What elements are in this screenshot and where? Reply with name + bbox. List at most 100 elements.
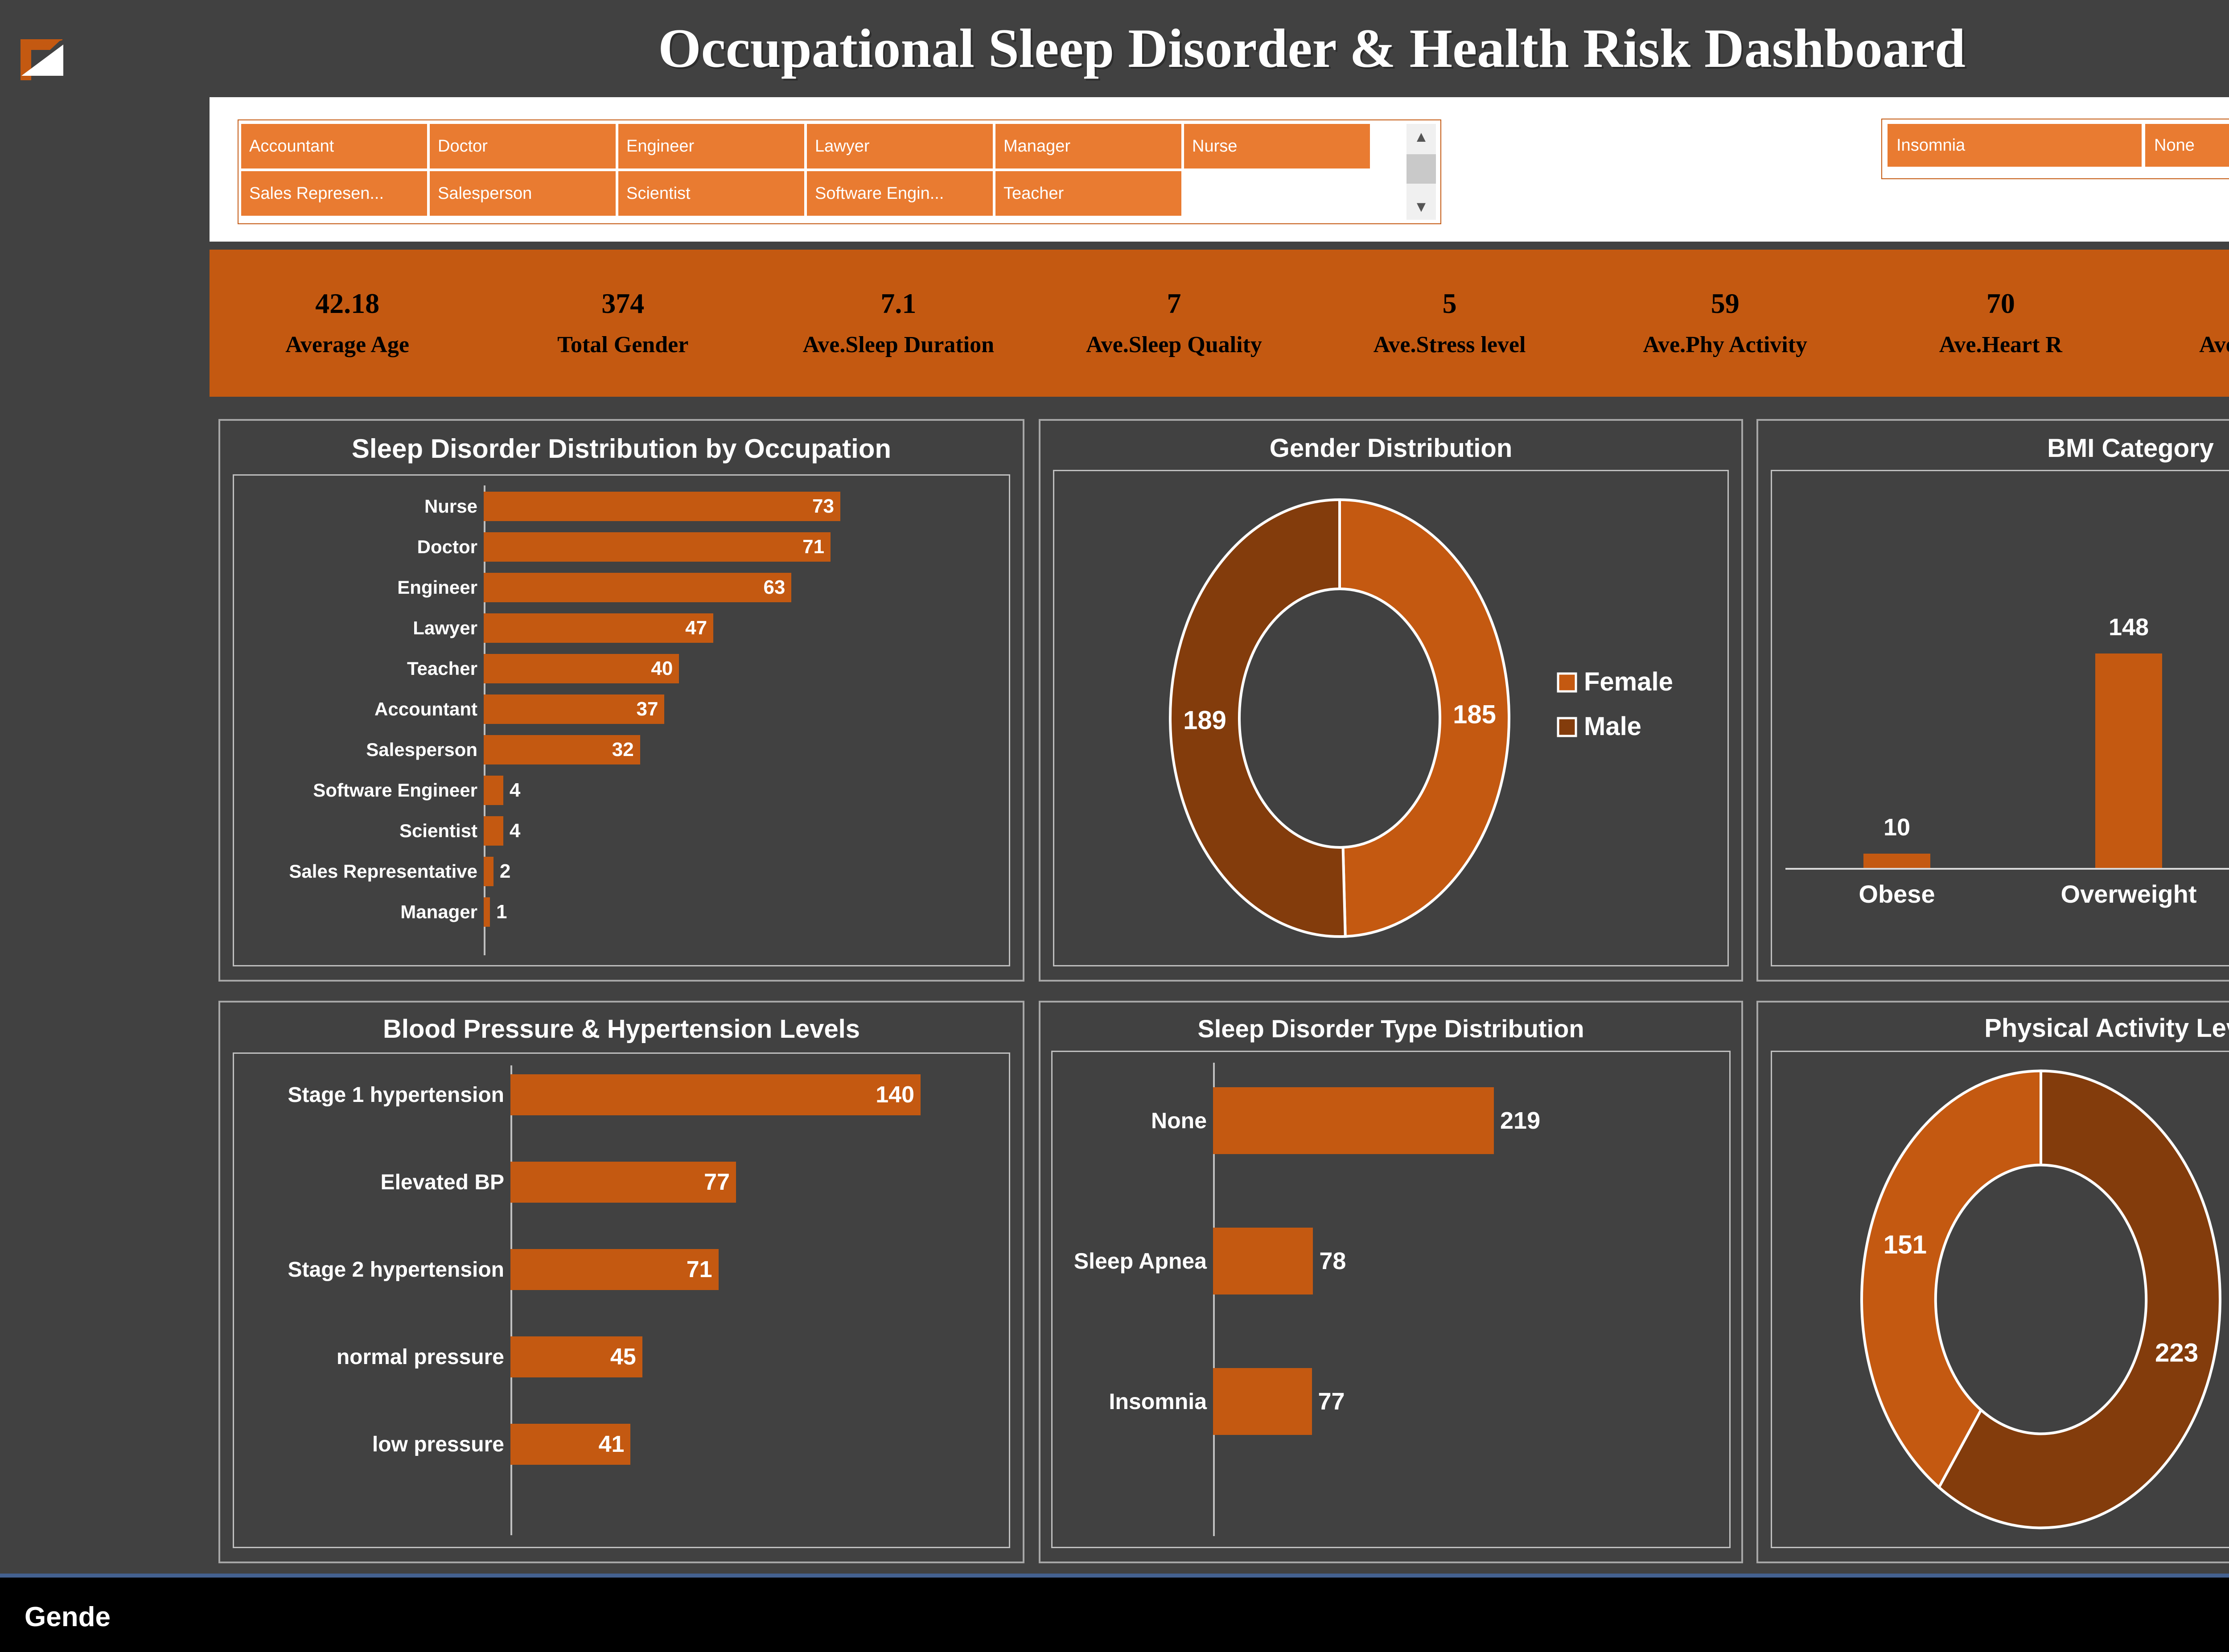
- occupation-option-0[interactable]: Accountant: [241, 124, 427, 168]
- bar-category-label: Insomnia: [1109, 1389, 1207, 1414]
- bar-track: 63: [484, 573, 1000, 602]
- chart-title-bp: Blood Pressure & Hypertension Levels: [382, 1015, 860, 1044]
- bar-row: normal pressure 45: [234, 1336, 1000, 1377]
- bar-category-label: Elevated BP: [380, 1170, 504, 1194]
- scrollbar-thumb[interactable]: [1406, 154, 1436, 184]
- panel-blood-pressure: Blood Pressure & Hypertension Levels Sta…: [218, 1001, 1024, 1563]
- bar-fill: [1213, 1228, 1313, 1294]
- panel-sleep-disorder-by-occupation: Sleep Disorder Distribution by Occupatio…: [218, 419, 1024, 982]
- donut-slice: [1168, 498, 1347, 938]
- bar-track: 2: [484, 857, 1000, 886]
- chevron-up-icon[interactable]: ▲: [1414, 128, 1429, 145]
- occupation-option-10[interactable]: Teacher: [995, 171, 1181, 216]
- occupation-option-2[interactable]: Engineer: [618, 124, 804, 168]
- bar-row: Salesperson 32: [234, 735, 1000, 764]
- bar-series-disorder-type: None 219 Sleep Apnea 78 Insomnia 77: [1053, 1063, 1720, 1536]
- kpi-value: 7: [1167, 287, 1181, 319]
- plot-area-gender: 185 189 Female Male: [1053, 470, 1729, 966]
- bar-row: Nurse 73: [234, 492, 1000, 521]
- kpi-value: 7.1: [880, 287, 917, 319]
- column-bar: [2095, 653, 2162, 868]
- occupation-option-4[interactable]: Manager: [995, 124, 1181, 168]
- occupation-option-5[interactable]: Nurse: [1184, 124, 1370, 168]
- kpi-card-7: 6,817 Ave.Daily Steps: [2139, 288, 2229, 358]
- bar-value-label: 77: [704, 1169, 730, 1195]
- occupation-option-grid[interactable]: Accountant Doctor Engineer Lawyer Manager Nur…: [241, 124, 1387, 216]
- occupation-option-7[interactable]: Salesperson: [430, 171, 616, 216]
- kpi-label: Ave.Heart R: [1939, 332, 2062, 358]
- bar-row: Stage 1 hypertension 140: [234, 1074, 1000, 1115]
- sleep-disorder-slicer[interactable]: InsomniaNoneSleep Apnea: [1881, 119, 2229, 179]
- bar-category-label: Doctor: [417, 536, 477, 557]
- column-category-label: Overweight: [2060, 880, 2197, 908]
- bar-category-label: Software Engineer: [313, 780, 477, 801]
- chart-title-disorder-type: Sleep Disorder Type Distribution: [1197, 1015, 1584, 1043]
- kpi-value: 374: [601, 287, 645, 319]
- bar-value-holder: 1: [490, 897, 507, 927]
- value-axis: [510, 1065, 512, 1535]
- column-value-label: 10: [1883, 814, 1911, 841]
- bar-series-occupation: Nurse 73 Doctor 71 Engineer 63 Lawyer 47 Teacher…: [234, 485, 1000, 955]
- occupation-option-3[interactable]: Lawyer: [807, 124, 993, 168]
- chart-title-occupation: Sleep Disorder Distribution by Occupatio…: [351, 434, 892, 464]
- kpi-value: 70: [1986, 287, 2015, 319]
- bar-row: Accountant 37: [234, 694, 1000, 724]
- bar-fill: [1213, 1087, 1494, 1154]
- bar-value-holder: 219: [1494, 1087, 1540, 1154]
- bar-value-label: 1: [496, 901, 507, 923]
- kpi-card-0: 42.18 Average Age: [210, 288, 485, 358]
- donut-value-label: 223: [2155, 1338, 2198, 1367]
- occupation-option-1[interactable]: Doctor: [430, 124, 616, 168]
- bar-track: 4: [484, 816, 1000, 846]
- plot-area-bmi: 10Obese148Overweight216Normal: [1771, 470, 2229, 966]
- occupation-option-8[interactable]: Scientist: [618, 171, 804, 216]
- kpi-card-6: 70 Ave.Heart R: [1863, 288, 2139, 358]
- bar-track: 47: [484, 613, 1000, 643]
- occupation-slicer[interactable]: Accountant Doctor Engineer Lawyer Manager Nur…: [238, 119, 1441, 224]
- bar-fill: [1213, 1368, 1312, 1435]
- column-bar: [1863, 853, 1930, 868]
- bar-value-holder: 78: [1313, 1228, 1346, 1294]
- bar-category-label: Sales Representative: [289, 861, 477, 882]
- bar-fill: 71: [510, 1249, 719, 1290]
- sleep-disorder-option-grid[interactable]: InsomniaNoneSleep Apnea: [1888, 124, 2229, 167]
- column-series-bmi: 10Obese148Overweight216Normal: [1781, 485, 2229, 956]
- bar-track: 71: [510, 1249, 1000, 1290]
- kpi-value: 6,817: [2139, 288, 2229, 318]
- occupation-slicer-scrollbar[interactable]: ▲ ▼: [1406, 124, 1436, 220]
- bar-track: 32: [484, 735, 1000, 764]
- sleep-disorder-option-1[interactable]: None: [2145, 124, 2229, 167]
- occupation-option-6[interactable]: Sales Represen...: [241, 171, 427, 216]
- bar-value-label: 78: [1319, 1248, 1346, 1274]
- sleep-disorder-option-0[interactable]: Insomnia: [1888, 124, 2142, 167]
- bar-value-holder: 2: [494, 857, 510, 886]
- chart-title-bmi: BMI Category: [2047, 434, 2214, 463]
- chart-title-gender: Gender Distribution: [1269, 434, 1513, 463]
- status-bar-accent: [0, 1574, 2229, 1578]
- bar-fill: 41: [510, 1424, 631, 1465]
- bar-category-label: Stage 2 hypertension: [288, 1257, 504, 1282]
- bar-fill: 47: [484, 613, 714, 643]
- bar-fill: [484, 816, 503, 846]
- occupation-option-9[interactable]: Software Engin...: [807, 171, 993, 216]
- legend-swatch: [1557, 717, 1577, 737]
- bar-category-label: Scientist: [399, 820, 477, 841]
- bar-value-label: 45: [610, 1344, 636, 1370]
- bar-value-label: 63: [763, 576, 785, 598]
- plot-area-disorder-type: None 219 Sleep Apnea 78 Insomnia 77: [1051, 1051, 1731, 1548]
- bar-fill: [484, 857, 494, 886]
- bar-fill: 37: [484, 694, 665, 724]
- bar-track: 77: [510, 1162, 1000, 1203]
- legend-label: Female: [1584, 667, 1673, 696]
- left-rail: [0, 0, 210, 1553]
- bar-row: Stage 2 hypertension 71: [234, 1249, 1000, 1290]
- bar-track: 78: [1213, 1228, 1720, 1294]
- kpi-band: 42.18 Average Age 374 Total Gender 7.1 Ave.Sl…: [210, 250, 2229, 397]
- bar-fill: 73: [484, 492, 840, 521]
- plot-area-activity: 223151high activitylow activity: [1771, 1051, 2229, 1548]
- bar-row: Software Engineer 4: [234, 776, 1000, 805]
- chevron-down-icon[interactable]: ▼: [1414, 198, 1429, 215]
- kpi-label: Ave.Phy Activity: [1643, 332, 1808, 358]
- bar-series-bp: Stage 1 hypertension 140 Elevated BP 77 Stag…: [234, 1065, 1000, 1535]
- bar-fill: 45: [510, 1336, 642, 1377]
